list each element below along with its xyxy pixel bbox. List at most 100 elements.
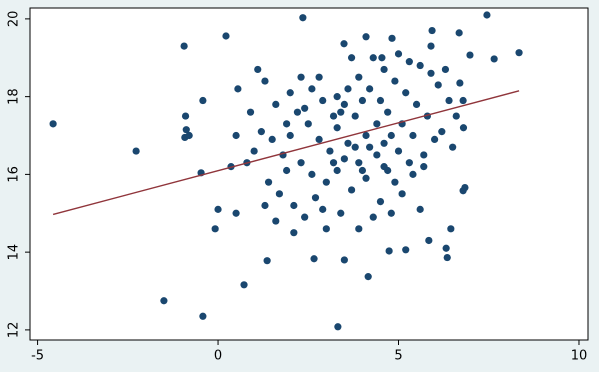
point [358,166,367,175]
point [310,255,318,263]
point [333,124,341,132]
point [337,209,345,217]
point [246,108,255,116]
point [199,96,207,105]
point [428,26,436,35]
point [380,139,388,147]
point [264,178,273,186]
point [461,184,469,192]
point [402,89,410,97]
point [483,11,491,19]
point [180,42,188,50]
point [250,147,258,155]
point [333,166,341,175]
point [290,201,298,210]
point [387,131,395,140]
point [254,65,262,74]
point [455,29,463,37]
point [384,108,392,116]
point [387,209,395,217]
point [329,112,338,120]
point [49,120,57,128]
point [257,128,265,136]
y-tick-label: 18 [7,88,22,105]
point [286,89,294,97]
point [290,229,298,237]
point [286,131,294,140]
point [344,139,352,147]
point [459,96,467,105]
point [232,131,240,140]
point [351,112,359,120]
point [182,126,190,134]
point [398,190,406,198]
y-tick-label: 12 [7,322,22,339]
point [301,213,309,221]
point [211,225,219,233]
point [376,96,385,105]
point [333,93,341,101]
x-tick-label: 0 [214,349,222,364]
point [199,312,207,320]
point [272,217,280,225]
point [443,253,451,262]
point [409,170,417,178]
point [283,166,291,175]
point [427,42,435,50]
point [438,128,446,136]
fit-line [52,90,520,216]
x-tick-label: 5 [394,349,402,364]
point [301,104,309,112]
point [326,147,334,155]
point [420,163,428,171]
point [416,205,424,213]
point [240,281,248,289]
point [456,79,464,87]
point [515,49,523,57]
point [340,40,348,48]
point [132,147,140,155]
point [402,246,410,254]
point [394,147,403,155]
point [388,34,396,42]
point [376,198,385,206]
point [445,96,453,105]
point [222,32,230,40]
point [380,65,388,74]
point [378,54,386,62]
point [347,186,356,194]
point [315,135,323,144]
point [311,194,320,202]
point [308,85,316,93]
point [340,155,348,163]
point [319,96,327,105]
point [380,163,388,171]
point [344,85,352,93]
point [355,73,363,81]
point [322,178,330,186]
point [315,73,323,81]
point [299,14,307,22]
point [420,151,428,159]
point [232,209,240,217]
point [308,170,316,178]
point [442,244,450,252]
point [261,201,269,210]
y-tick-label: 14 [7,244,22,261]
point [373,151,381,159]
point [431,135,439,144]
point [369,213,377,221]
point [263,257,271,265]
point [466,51,474,59]
point [362,174,370,182]
point [405,159,413,167]
point [268,135,276,144]
point [447,225,455,233]
x-tick-label: 10 [571,349,588,364]
point [214,205,222,213]
x-tick-label: -5 [31,349,44,364]
point [362,131,370,140]
point [394,50,403,58]
point [181,112,190,120]
